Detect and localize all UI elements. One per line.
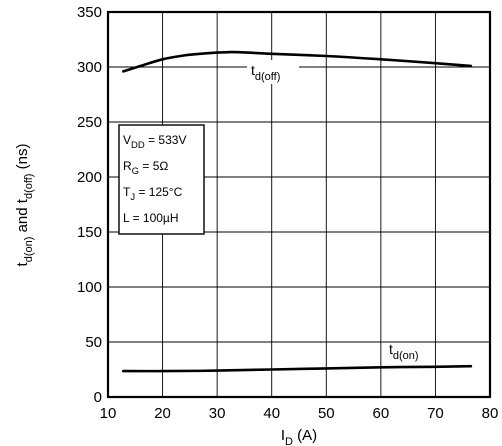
y-tick-label: 250 — [77, 114, 102, 131]
condition-rg: RG = 5Ω — [123, 159, 168, 177]
series-label-tdoff: td(off) — [251, 62, 280, 83]
y-tick-label: 0 — [94, 389, 102, 406]
series-lines — [122, 50, 473, 373]
tdoff-label-bg — [247, 60, 299, 84]
y-tick-label: 50 — [85, 334, 102, 351]
test-conditions-box: VDD = 533V RG = 5Ω TJ = 125°C L = 100µH — [118, 124, 205, 235]
series-label-tdon: td(on) — [389, 341, 419, 362]
y-tick-label: 100 — [77, 279, 102, 296]
y-tick-label: 300 — [77, 59, 102, 76]
y-tick-label: 350 — [77, 4, 102, 21]
conditions-frame — [118, 124, 205, 235]
plot-frame — [106, 10, 492, 399]
x-tick-label: 70 — [427, 405, 444, 422]
series-line-tdoff — [122, 50, 473, 73]
condition-vdd: VDD = 533V — [123, 133, 186, 151]
x-tick-label: 50 — [318, 405, 335, 422]
x-tick-label: 20 — [154, 405, 171, 422]
condition-tj: TJ = 125°C — [123, 185, 183, 203]
y-axis-title: td(on) and td(off) (ns) — [14, 144, 35, 267]
x-tick-label: 40 — [263, 405, 280, 422]
condition-l: L = 100µH — [123, 211, 179, 225]
x-tick-label: 80 — [482, 405, 499, 422]
x-tick-label: 30 — [209, 405, 226, 422]
x-axis-title: ID (A) — [281, 427, 317, 446]
y-tick-label: 200 — [77, 169, 102, 186]
y-tick-label: 150 — [77, 224, 102, 241]
x-tick-label: 60 — [373, 405, 390, 422]
series-line-tdon — [122, 364, 473, 373]
tick-labels: 10 20 30 40 50 60 70 80 0 50 100 150 200 250 300 350 — [77, 4, 498, 422]
x-tick-label: 10 — [100, 405, 117, 422]
